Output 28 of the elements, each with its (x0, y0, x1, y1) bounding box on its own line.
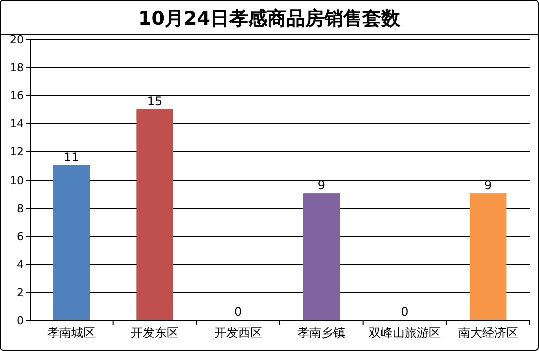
data-label: 11 (64, 150, 80, 164)
x-tick-label: 开发西区 (214, 326, 262, 340)
y-tick-label: 0 (17, 314, 24, 328)
y-tick-label: 20 (10, 34, 24, 46)
y-tick-label: 14 (10, 118, 24, 130)
y-tick-label: 2 (17, 286, 24, 300)
x-tick-label: 南大经济区 (458, 326, 518, 340)
data-label: 0 (234, 305, 242, 319)
y-tick-label: 10 (10, 174, 24, 188)
data-label: 15 (147, 94, 163, 108)
y-tick-label: 4 (17, 258, 24, 272)
y-tick-label: 18 (10, 62, 24, 74)
data-label: 9 (318, 178, 326, 193)
chart-title: 10月24日孝感商品房销售套数 (138, 8, 402, 30)
bar (53, 165, 90, 320)
x-tick-label: 孝南乡镇 (298, 326, 346, 340)
y-tick-label: 16 (10, 90, 24, 102)
bar (303, 194, 340, 320)
x-tick-label: 孝南城区 (48, 326, 96, 340)
y-tick-label: 6 (17, 230, 24, 244)
bar (470, 194, 507, 320)
x-tick-label: 开发东区 (131, 326, 179, 340)
x-tick-label: 双峰山旅游区 (369, 326, 441, 340)
data-label: 9 (484, 178, 492, 193)
bar (136, 109, 174, 320)
y-tick-label: 12 (10, 146, 24, 158)
y-tick-label: 8 (17, 202, 24, 216)
data-label: 0 (401, 305, 409, 319)
